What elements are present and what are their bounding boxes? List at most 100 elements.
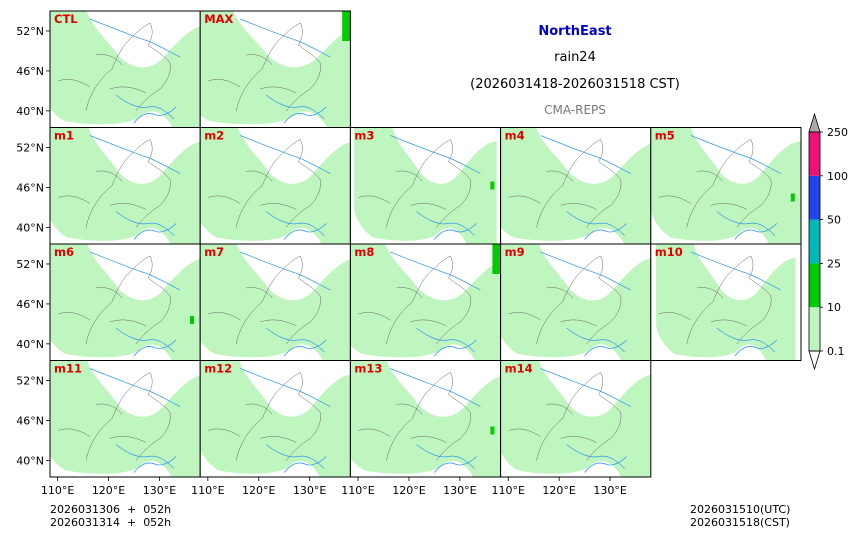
- lat-tick-label: 46°N: [16, 65, 44, 78]
- river-line: [265, 94, 325, 120]
- river-line: [89, 368, 181, 407]
- province-border: [386, 372, 472, 461]
- light-rain-area: [50, 11, 201, 127]
- lat-tick-label: 40°N: [16, 454, 44, 467]
- panel-label: m6: [54, 245, 74, 259]
- map-panel-m6: m6: [49, 243, 201, 361]
- region-title: NorthEast: [538, 24, 612, 39]
- moderate-rain-patch: [190, 316, 194, 324]
- lon-tick-label: 110°E: [191, 484, 224, 497]
- river-line: [716, 211, 776, 236]
- map-panel-m13: m13: [349, 360, 502, 478]
- province-border: [208, 403, 297, 443]
- lon-tick-label: 120°E: [242, 484, 275, 497]
- coastline: [133, 223, 177, 240]
- map-panel-m12: m12: [199, 360, 351, 478]
- province-border: [658, 287, 747, 327]
- light-rain-patch: [354, 369, 385, 392]
- map-panel-m10: m10: [650, 243, 802, 361]
- province-border: [85, 372, 171, 461]
- light-rain-patch: [54, 20, 84, 42]
- lat-tick-label: 52°N: [16, 141, 44, 154]
- river-line: [566, 327, 625, 353]
- province-border: [386, 139, 472, 228]
- river-line: [115, 327, 175, 353]
- light-rain-area: [354, 127, 497, 244]
- light-rain-area: [50, 360, 201, 477]
- river-line: [240, 368, 331, 407]
- river-line: [265, 327, 325, 353]
- lat-tick-label: 40°N: [16, 221, 44, 234]
- map-panel-m7: m7: [199, 243, 351, 361]
- lat-tick-label: 52°N: [16, 258, 44, 271]
- light-rain-patch: [204, 253, 235, 275]
- light-rain-area: [650, 127, 801, 244]
- province-border: [508, 403, 597, 443]
- lon-tick-label: 120°E: [392, 484, 425, 497]
- river-line: [240, 135, 331, 174]
- map-panel-m5: m5: [650, 127, 802, 245]
- source-title: CMA-REPS: [544, 103, 606, 117]
- panel-label: CTL: [54, 12, 78, 26]
- map-panel-m9: m9: [500, 243, 652, 361]
- panel-label: m14: [505, 362, 533, 376]
- province-border: [536, 255, 622, 345]
- colorbar-segment: [809, 132, 820, 176]
- province-border: [508, 287, 597, 327]
- panel-label: m1: [54, 129, 74, 143]
- coastline: [133, 106, 177, 124]
- light-rain-area: [200, 244, 351, 360]
- river-line: [390, 368, 481, 407]
- map-panel-m8: m8: [349, 243, 502, 361]
- lat-tick-label: 46°N: [16, 414, 44, 427]
- coastline: [584, 223, 627, 240]
- coastline: [133, 339, 177, 357]
- panel-label: m10: [655, 245, 683, 259]
- axis-ticks: 52°N 46°N 40°N 52°N 46°N 40°N 52°N 46°N 40°N 52°N…: [16, 25, 627, 497]
- province-border: [85, 139, 171, 228]
- map-panel-m14: m14: [500, 360, 652, 478]
- panel-frame: [500, 360, 652, 478]
- province-border: [57, 403, 147, 443]
- moderate-rain-patch: [342, 11, 351, 41]
- moderate-rain-patch: [490, 181, 495, 190]
- moderate-rain-patch: [490, 426, 495, 435]
- river-line: [89, 18, 181, 58]
- colorbar-tick-label: 10: [827, 301, 841, 314]
- lat-tick-label: 46°N: [16, 298, 44, 311]
- river-line: [540, 135, 631, 174]
- panel-label: m13: [354, 362, 382, 376]
- province-border: [536, 139, 622, 228]
- light-rain-patch: [354, 136, 385, 159]
- province-border: [658, 170, 747, 210]
- light-rain-area: [500, 127, 651, 244]
- light-rain-area: [500, 244, 651, 360]
- panel-label: MAX: [204, 12, 233, 26]
- map-panel-m11: m11: [49, 360, 201, 478]
- river-line: [115, 444, 175, 469]
- init-utc-text: 2026031306 + 052h: [50, 503, 172, 516]
- province-border: [358, 403, 447, 443]
- light-rain-area: [50, 244, 201, 360]
- coastline: [734, 223, 778, 240]
- panel-frame: [650, 243, 802, 361]
- light-rain-area: [500, 360, 651, 477]
- light-rain-area: [200, 360, 351, 477]
- province-border: [235, 139, 321, 228]
- colorbar-segment: [809, 175, 820, 220]
- light-rain-patch: [54, 369, 84, 392]
- panel-label: m9: [505, 245, 525, 259]
- river-line: [716, 327, 776, 353]
- river-line: [265, 211, 325, 236]
- coastline: [133, 456, 177, 473]
- province-border: [235, 255, 321, 345]
- river-line: [540, 368, 631, 407]
- map-panel-max: MAX: [199, 10, 351, 128]
- river-line: [115, 211, 175, 236]
- lon-tick-label: 120°E: [92, 484, 125, 497]
- province-border: [57, 287, 147, 327]
- coastline: [584, 456, 627, 473]
- coastline: [283, 106, 327, 124]
- colorbar-extend-top: [808, 112, 821, 133]
- light-rain-area: [200, 127, 351, 244]
